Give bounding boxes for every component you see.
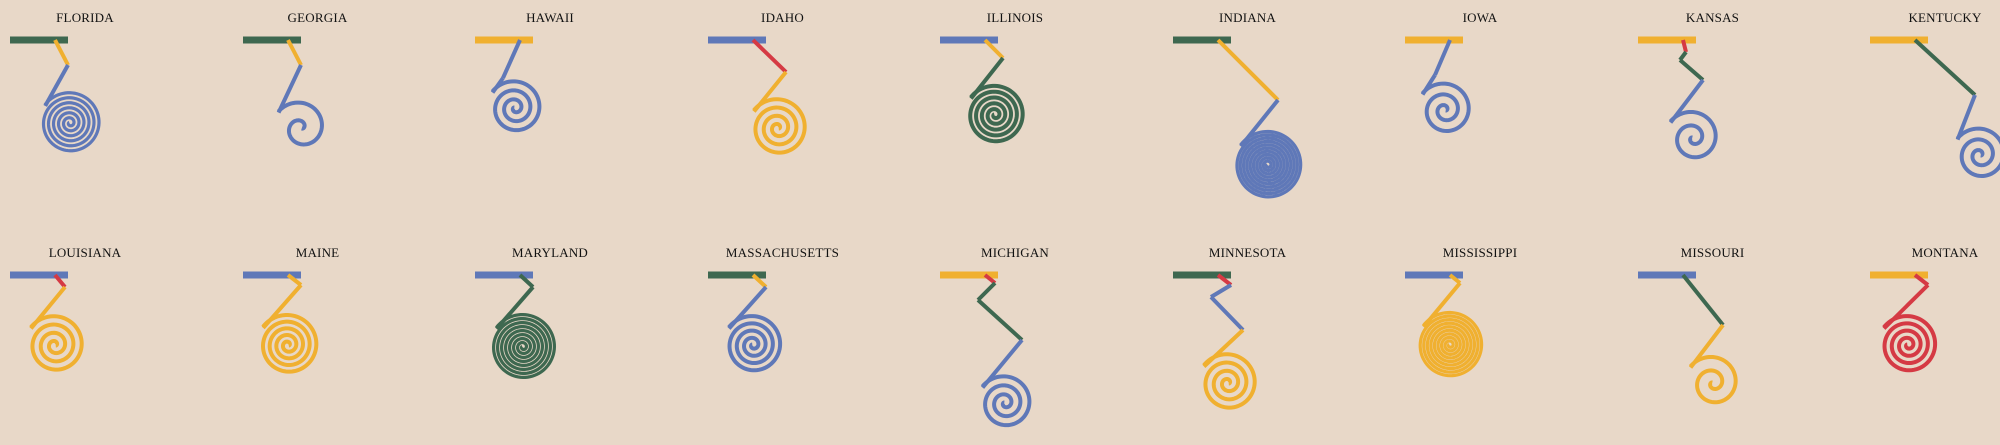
glyph-panel: MONTANA <box>1870 245 2000 445</box>
panel-glyph <box>1405 36 1471 134</box>
panel-glyph <box>940 36 1025 144</box>
glyph-diagonal <box>1680 39 1688 53</box>
glyph-coil <box>1234 129 1302 199</box>
glyph-entry <box>1955 94 1977 141</box>
glyph-diagonal <box>751 273 767 289</box>
glyph-coil <box>1882 314 1938 373</box>
glyph-diagonal <box>53 39 70 66</box>
glyph-panel: KANSAS <box>1637 10 1858 210</box>
glyph-entry <box>276 64 303 114</box>
glyph-diagonal <box>1433 39 1452 76</box>
glyph-panel: INDIANA <box>1172 10 1393 210</box>
glyph-coil <box>490 79 542 133</box>
panel-title: INDIANA <box>1219 10 1276 25</box>
panel-title: HAWAII <box>526 10 574 25</box>
glyph-zigzag <box>1677 50 1688 62</box>
glyph-diagonal <box>1913 273 1930 287</box>
spiral-glyph-grid: FLORIDA GEORGIA HAWAII IDAHO ILLINOIS INDIANA… <box>10 10 2000 428</box>
panel-glyph <box>707 271 782 373</box>
glyph-panel: MAINE <box>242 245 463 445</box>
panel-glyph <box>475 271 557 380</box>
glyph-coil <box>726 314 782 373</box>
glyph-diagonal <box>501 39 522 79</box>
glyph-coil <box>491 312 557 380</box>
glyph-diagonal <box>1216 273 1232 287</box>
glyph-zigzag <box>976 281 997 302</box>
panel-glyph <box>475 36 542 133</box>
panel-title: LOUISIANA <box>48 245 122 260</box>
panel-title: KANSAS <box>1685 10 1740 25</box>
glyph-diagonal <box>1680 273 1725 327</box>
glyph-panel: LOUISIANA <box>10 245 230 445</box>
glyph-coil <box>1955 126 2000 179</box>
glyph-diagonal <box>53 273 67 289</box>
panel-title: MAINE <box>295 245 340 260</box>
glyph-diagonal <box>285 39 303 66</box>
panel-title: MINNESOTA <box>1208 245 1287 260</box>
glyph-panel: MASSACHUSETTS <box>707 245 928 445</box>
glyph-panel: MICHIGAN <box>940 245 1160 445</box>
glyph-coil <box>980 374 1032 428</box>
glyph-diagonal <box>1216 38 1279 102</box>
glyph-coil <box>968 83 1025 144</box>
glyph-zigzag <box>1678 58 1704 82</box>
glyph-panel: ILLINOIS <box>940 10 1160 210</box>
glyph-coil <box>1668 109 1718 160</box>
glyph-diagonal <box>1913 38 1977 97</box>
glyph-panel: MISSOURI <box>1637 245 1858 445</box>
glyph-coil <box>1420 81 1471 134</box>
panel-title: IDAHO <box>761 10 804 25</box>
panel-title: MONTANA <box>1911 245 1979 260</box>
glyph-panel: MARYLAND <box>475 245 695 445</box>
glyph-panel: IDAHO <box>707 10 928 210</box>
panel-glyph <box>1870 36 2000 179</box>
glyph-coil <box>29 314 84 372</box>
panel-title: GEORGIA <box>287 10 348 25</box>
panel-glyph <box>10 271 84 372</box>
glyph-diagonal <box>983 38 1005 60</box>
panel-title: FLORIDA <box>56 10 114 25</box>
glyph-panel: FLORIDA <box>10 10 230 210</box>
panel-glyph <box>1172 36 1302 199</box>
panel-title: MICHIGAN <box>980 245 1050 260</box>
panel-glyph <box>940 271 1032 428</box>
panel-glyph <box>1637 36 1718 160</box>
panel-glyph <box>242 36 324 147</box>
panel-glyph <box>1637 271 1738 405</box>
glyph-coil <box>1688 354 1738 405</box>
glyph-coil <box>1418 310 1484 378</box>
glyph-diagonal <box>983 273 997 285</box>
glyph-diagonal <box>286 273 302 287</box>
glyph-coil <box>751 97 807 155</box>
glyph-diagonal <box>751 38 787 74</box>
panel-glyph <box>1405 271 1484 378</box>
glyph-panel: MISSISSIPPI <box>1405 245 1625 445</box>
panel-title: MARYLAND <box>512 245 588 260</box>
glyph-diagonal <box>518 273 535 289</box>
panel-glyph <box>1870 271 1938 373</box>
glyph-coil <box>1201 352 1257 410</box>
panel-title: MISSISSIPPI <box>1442 245 1518 260</box>
panel-title: MISSOURI <box>1680 245 1745 260</box>
panel-title: KENTUCKY <box>1908 10 1982 25</box>
glyph-panel: IOWA <box>1405 10 1625 210</box>
panel-glyph <box>10 36 101 153</box>
glyph-zigzag <box>1209 295 1244 332</box>
glyph-zigzag <box>1209 283 1232 299</box>
glyph-diagonal <box>1448 273 1462 285</box>
panel-title: IOWA <box>1462 10 1498 25</box>
panel-glyph <box>242 271 318 374</box>
glyph-coil <box>276 100 324 147</box>
panel-title: ILLINOIS <box>986 10 1044 25</box>
panel-glyph <box>707 36 807 155</box>
glyph-panel: HAWAII <box>475 10 695 210</box>
glyph-panel: KENTUCKY <box>1870 10 2000 210</box>
glyph-coil <box>41 91 101 153</box>
glyph-panel: MINNESOTA <box>1172 245 1393 445</box>
panel-glyph <box>1172 271 1257 410</box>
glyph-panel: GEORGIA <box>242 10 463 210</box>
panel-title: MASSACHUSETTS <box>725 245 840 260</box>
glyph-zigzag <box>976 298 1024 342</box>
glyph-coil <box>260 312 318 374</box>
